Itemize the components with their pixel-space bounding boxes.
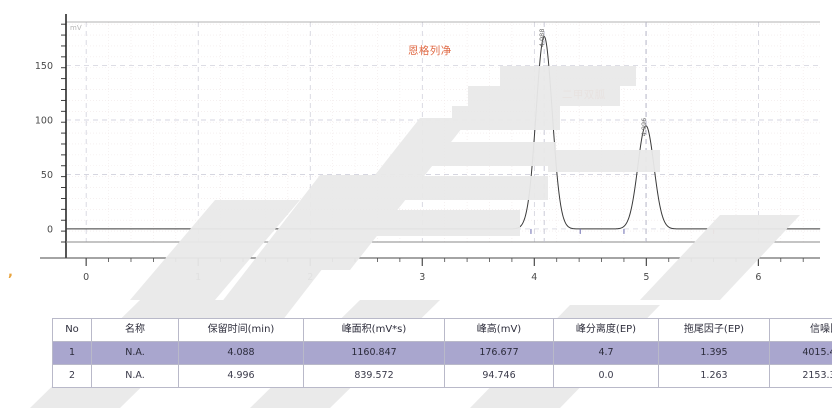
cell-resolution: 0.0 [553,364,659,388]
peak-rt-label: 4.088 [538,29,546,48]
table-row[interactable]: 1 N.A. 4.088 1160.847 176.677 4.7 1.395 … [52,341,832,365]
column-header-area[interactable]: 峰面积(mV*s) [303,318,445,342]
y-axis-unit-label: mV [70,24,82,32]
y-axis-tick-labels: 0 50 100 150 [35,61,53,235]
cell-tailing: 1.263 [658,364,770,388]
y-tick-label: 150 [35,61,53,72]
x-tick-label: 0 [83,272,89,283]
cell-area: 839.572 [303,364,445,388]
x-tick-label: 2 [307,272,313,283]
left-edge-mark: , [8,265,13,280]
y-tick-label: 0 [47,225,53,236]
cell-height: 94.746 [444,364,554,388]
cell-no: 2 [52,364,92,388]
cell-height: 176.677 [444,341,554,365]
y-tick-label: 50 [41,170,53,181]
cell-rt: 4.088 [178,341,304,365]
column-header-tailing[interactable]: 拖尾因子(EP) [658,318,770,342]
y-axis-ticks [61,23,66,243]
column-header-sn[interactable]: 信噪比 [769,318,832,342]
column-header-rt[interactable]: 保留时间(min) [178,318,304,342]
cell-name: N.A. [91,341,179,365]
column-header-no[interactable]: No [52,318,92,342]
column-header-name[interactable]: 名称 [91,318,179,342]
cell-sn: 4015.423 [769,341,832,365]
column-header-height[interactable]: 峰高(mV) [444,318,554,342]
chromatogram-svg[interactable]: 0 50 100 150 0 1 2 3 4 5 6 mV , 4.088 4.996 恩格列净 二… [0,0,832,300]
peak-name-annotation-2: 二甲双胍 [562,88,606,101]
x-tick-label: 4 [531,272,537,283]
x-tick-label: 3 [419,272,425,283]
cell-rt: 4.996 [178,364,304,388]
cell-no: 1 [52,341,92,365]
cell-tailing: 1.395 [658,341,770,365]
peak-name-annotation-1: 恩格列净 [408,44,452,57]
table-row[interactable]: 2 N.A. 4.996 839.572 94.746 0.0 1.263 21… [52,364,832,388]
cell-resolution: 4.7 [553,341,659,365]
table-header-row: No 名称 保留时间(min) 峰面积(mV*s) 峰高(mV) 峰分离度(EP… [52,318,832,342]
x-axis-ticks [85,258,804,266]
peak-retention-time-labels: 4.088 4.996 [538,29,648,137]
cell-name: N.A. [91,364,179,388]
x-tick-label: 6 [755,272,761,283]
peak-rt-label: 4.996 [640,118,648,137]
results-table-container[interactable]: No 名称 保留时间(min) 峰面积(mV*s) 峰高(mV) 峰分离度(EP… [52,318,832,388]
chromatogram-chart-panel[interactable]: 0 50 100 150 0 1 2 3 4 5 6 mV , 4.088 4.996 恩格列净 二… [0,0,832,300]
x-tick-label: 5 [643,272,649,283]
x-tick-label: 1 [195,272,201,283]
cell-area: 1160.847 [303,341,445,365]
cell-sn: 2153.350 [769,364,832,388]
peak-results-table[interactable]: No 名称 保留时间(min) 峰面积(mV*s) 峰高(mV) 峰分离度(EP… [52,318,832,388]
column-header-resolution[interactable]: 峰分离度(EP) [553,318,659,342]
peak-drop-lines [543,22,647,242]
y-tick-label: 100 [35,116,53,127]
x-axis-tick-labels: 0 1 2 3 4 5 6 [83,272,761,283]
